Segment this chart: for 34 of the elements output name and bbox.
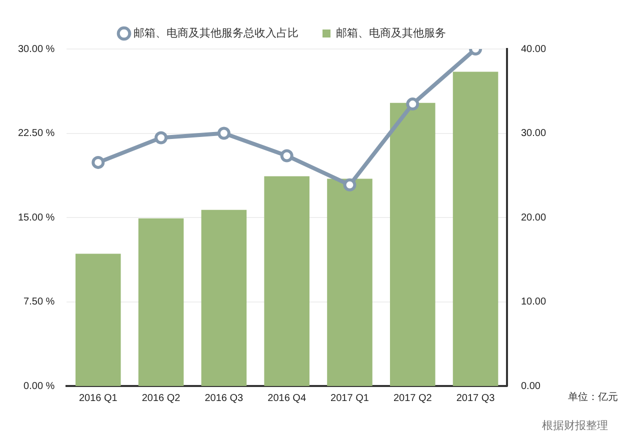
point (217, 126, 230, 140)
y-tick-label: 0.00 % (24, 380, 55, 392)
x-tick-label: 2017 Q1 (330, 392, 370, 404)
x-tick-label: 2016 Q3 (204, 392, 244, 404)
x-tick-label: 2017 Q3 (456, 392, 496, 404)
bar (327, 178, 372, 386)
y-tick-label: 15.00 % (18, 212, 55, 224)
point (343, 178, 356, 192)
point (280, 149, 294, 162)
point (406, 98, 420, 111)
x-tick-label: 2017 Q2 (393, 392, 432, 404)
text: 根据财报整理 (542, 418, 608, 433)
bar (264, 176, 310, 386)
y2-tick-label: 40.00 (520, 44, 546, 55)
legend-label: 邮箱、电商及其他服务总收入占比 (134, 26, 298, 40)
y2-tick-label: 0.00 (520, 380, 541, 392)
point (92, 156, 105, 169)
y-tick-label: 22.50 % (18, 128, 55, 139)
y2-tick-label: 10.00 (520, 296, 546, 308)
bar (390, 102, 436, 386)
bar (452, 72, 498, 386)
legend-label: 邮箱、电商及其他服务 (336, 26, 446, 40)
point (154, 131, 168, 144)
y2-tick-label: 20.00 (520, 212, 546, 224)
bar (76, 254, 121, 386)
x-tick-label: 2016 Q2 (142, 392, 181, 404)
x-tick-label: 2016 Q1 (78, 392, 118, 404)
text: 单位：亿元 (568, 390, 618, 404)
y-tick-label: 30.00 % (18, 44, 55, 55)
y2-tick-label: 30.00 (520, 128, 546, 139)
bar (201, 210, 247, 386)
bar (138, 218, 184, 386)
y-tick-label: 7.50 % (24, 296, 55, 308)
x-tick-label: 2016 Q4 (268, 392, 306, 404)
